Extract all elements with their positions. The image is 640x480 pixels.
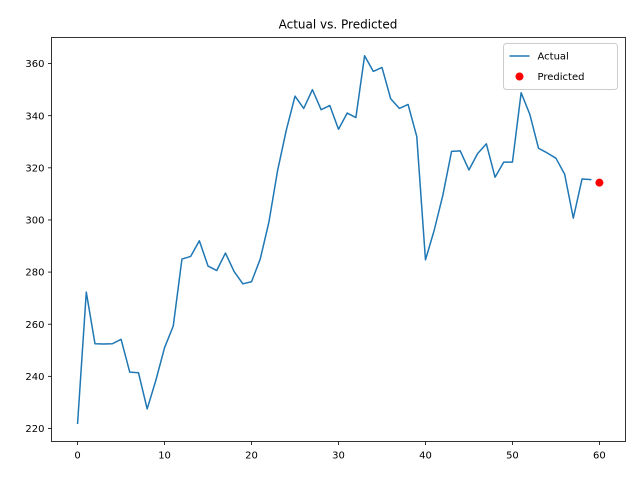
x-tick-label: 20 [245, 451, 258, 462]
series-point-predicted [595, 178, 604, 187]
y-tick-label: 340 [25, 111, 44, 122]
x-tick-label: 40 [419, 451, 432, 462]
legend-swatch-predicted [515, 72, 524, 81]
y-tick-label: 240 [25, 372, 44, 383]
y-tick-label: 360 [25, 59, 44, 70]
x-tick-label: 0 [74, 451, 80, 462]
series-line-actual [76, 55, 592, 425]
chart-title: Actual vs. Predicted [279, 18, 398, 32]
plot-frame [51, 37, 626, 442]
y-tick-label: 260 [25, 320, 44, 331]
x-tick-label: 10 [158, 451, 171, 462]
y-tick-label: 280 [25, 268, 44, 279]
x-tick-label: 50 [506, 451, 519, 462]
x-axis: 0 10 20 30 40 50 60 [74, 441, 606, 462]
y-tick-label: 320 [25, 163, 44, 174]
y-axis: 220 240 260 280 300 320 340 360 [25, 59, 52, 435]
legend-label-actual: Actual [538, 52, 569, 63]
y-tick-label: 220 [25, 424, 44, 435]
legend-label-predicted: Predicted [538, 72, 585, 83]
x-tick-label: 30 [332, 451, 345, 462]
y-tick-label: 300 [25, 216, 44, 227]
legend-box [503, 43, 618, 90]
x-tick-label: 60 [593, 451, 606, 462]
plot-area [51, 37, 626, 442]
legend: Actual Predicted [503, 43, 618, 90]
